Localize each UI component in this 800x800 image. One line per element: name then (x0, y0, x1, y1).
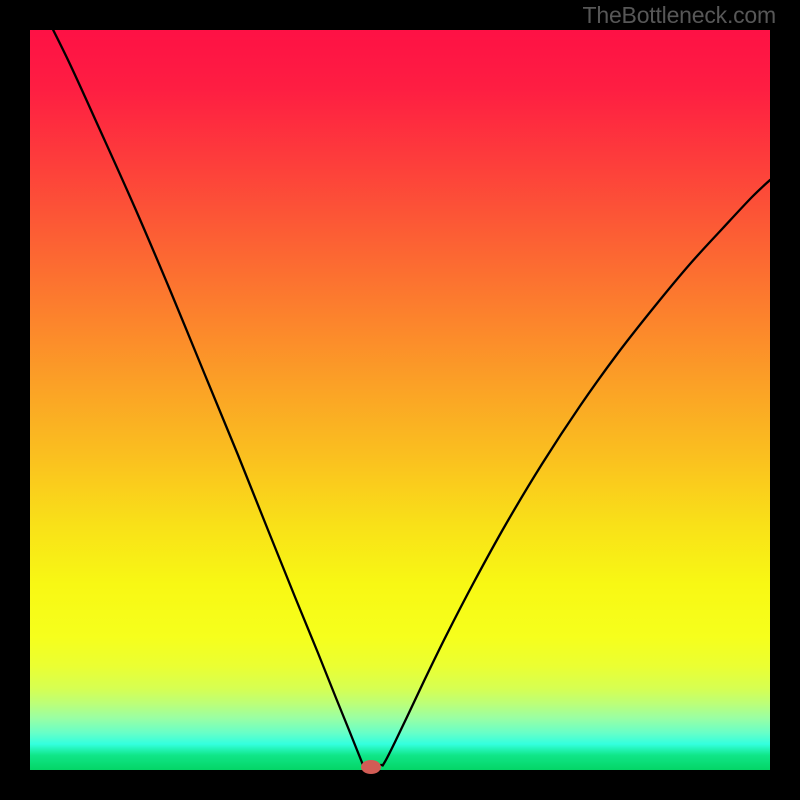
sweet-spot-marker (361, 760, 381, 774)
chart-svg (0, 0, 800, 800)
gradient-background (30, 30, 770, 770)
bottleneck-chart: TheBottleneck.com (0, 0, 800, 800)
watermark-label: TheBottleneck.com (583, 2, 776, 29)
